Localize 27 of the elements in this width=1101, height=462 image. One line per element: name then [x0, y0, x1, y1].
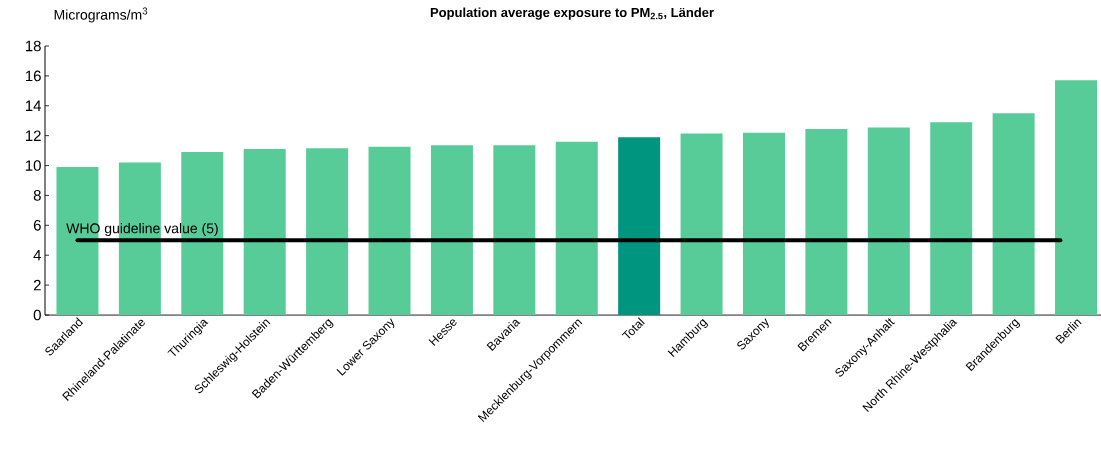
y-tick-label: 8	[33, 190, 41, 201]
bar	[992, 113, 1035, 315]
y-tick-label: 2	[33, 279, 41, 291]
bar	[680, 133, 723, 315]
bar	[805, 128, 848, 315]
bar	[493, 145, 536, 315]
y-tick-label: 16	[25, 70, 41, 82]
bar	[243, 149, 286, 315]
bar	[56, 167, 99, 315]
bar	[618, 137, 661, 315]
y-tick-label: 4	[33, 250, 42, 261]
bar	[1055, 80, 1098, 315]
y-tick-label: 10	[25, 160, 41, 171]
bar	[555, 141, 598, 315]
bar	[368, 146, 411, 315]
bar	[306, 148, 349, 315]
y-tick-label: 0	[33, 309, 41, 321]
y-tick-label: 18	[25, 40, 41, 52]
y-tick-label: 12	[25, 130, 41, 141]
y-tick-label: 14	[25, 100, 42, 111]
bar	[430, 145, 473, 315]
bar	[930, 122, 973, 315]
y-axis-title: Micrograms/m$^{3}$	[54, 7, 148, 23]
bar	[867, 127, 910, 315]
bar	[742, 132, 785, 315]
chart-title: Population average exposure to PM$_{2.5}$, Länder	[430, 7, 714, 20]
y-tick-label: 6	[33, 220, 41, 231]
